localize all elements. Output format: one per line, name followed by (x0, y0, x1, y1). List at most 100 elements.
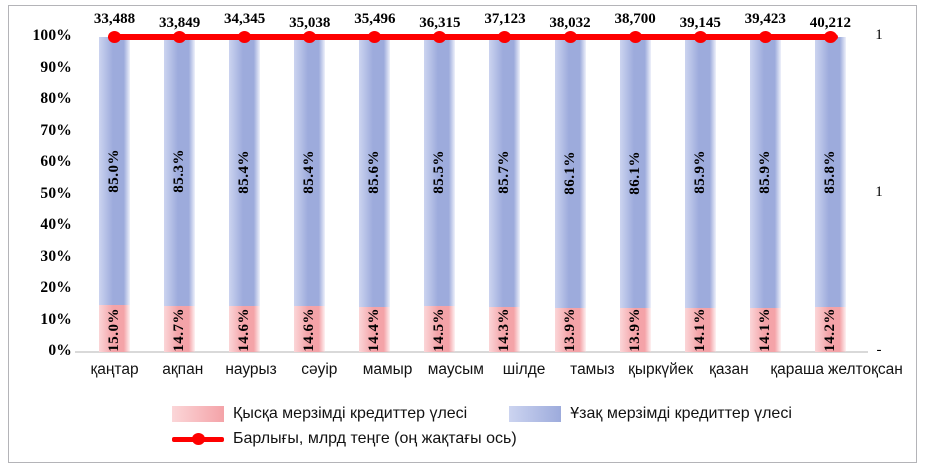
month-label-cell: қаңтар (90, 361, 138, 379)
total-value-label: 37,123 (484, 11, 526, 27)
total-line-marker-dot (693, 31, 707, 43)
short-term-segment: 13.9% (554, 308, 586, 352)
marker-cell (294, 31, 325, 43)
long-term-segment: 85.3% (164, 37, 196, 306)
long-term-pct-label: 85.9% (691, 150, 708, 195)
long-term-pct-label: 85.9% (756, 150, 773, 195)
bar-column: 37,123 85.7% 14.3% (484, 11, 526, 352)
short-term-pct-label: 14.1% (756, 308, 773, 352)
long-term-pct-label: 85.7% (496, 150, 513, 194)
bar-column: 33,488 85.0% 15.0% (94, 11, 135, 352)
x-axis-labels: қаңтар ақпан наурыз сәуір мамыр маусым шілде та… (78, 361, 903, 379)
short-term-legend-swatch (172, 406, 224, 422)
short-term-segment: 15.0% (99, 304, 130, 352)
long-term-legend-label: Ұзақ мерзімді кредиттер үлесі (570, 405, 792, 422)
month-label-cell: шілде (503, 361, 546, 379)
total-line-legend-swatch (172, 432, 224, 446)
total-value-label: 38,700 (614, 11, 656, 27)
short-term-segment: 14.5% (424, 306, 456, 352)
short-term-pct-label: 13.9% (561, 308, 578, 352)
month-label-cell: қазан (709, 361, 749, 379)
right-axis-tick-label: - (876, 342, 882, 358)
total-value-label: 40,212 (809, 15, 851, 31)
month-label: наурыз (225, 361, 277, 378)
month-label-cell: қараша (770, 361, 824, 379)
short-term-pct-label: 14.3% (496, 308, 513, 352)
y-tick-label: 20% (40, 279, 72, 296)
month-label: ақпан (162, 361, 204, 378)
bar-column: 39,145 85.9% 14.1% (680, 15, 721, 352)
long-term-pct-label: 85.6% (366, 149, 383, 194)
marker-cell (685, 31, 716, 43)
month-label: қыркүйек (628, 361, 694, 378)
y-tick-label: 40% (40, 216, 72, 233)
y-tick-label: 0% (48, 342, 72, 359)
long-term-pct-label: 85.4% (301, 149, 318, 194)
month-label-cell: сәуір (301, 361, 338, 379)
total-line-legend-dot (192, 433, 205, 445)
total-line-marker-dot (303, 31, 317, 43)
long-term-pct-label: 85.3% (171, 149, 188, 194)
marker-cell (164, 31, 195, 43)
short-term-segment: 14.6% (294, 306, 326, 352)
month-label-cell: наурыз (225, 361, 276, 379)
y-axis-left: 100% 90% 80% 70% 60% 50% 40% 30% 20% 10% 0% (0, 27, 72, 359)
total-value-label: 39,145 (679, 15, 721, 31)
short-term-segment: 14.1% (684, 307, 716, 352)
month-label: қараша (770, 361, 825, 378)
long-term-segment: 85.5% (424, 37, 456, 307)
bar-column: 40,212 85.8% 14.2% (810, 15, 851, 352)
total-value-label: 33,488 (93, 11, 136, 27)
marker-cell (815, 31, 846, 43)
long-term-pct-label: 86.1% (626, 150, 643, 195)
right-axis-tick-label: 1 (875, 184, 883, 200)
total-value-label: 33,849 (158, 15, 201, 31)
total-line-marker-dot (563, 31, 577, 43)
total-value-label: 36,315 (419, 15, 461, 31)
long-term-segment: 85.4% (229, 37, 261, 306)
long-term-segment: 85.9% (749, 37, 781, 308)
month-label-cell: тамыз (570, 361, 614, 379)
marker-cell (359, 31, 390, 43)
short-term-pct-label: 14.5% (431, 308, 448, 352)
month-label: сәуір (301, 361, 338, 378)
long-term-pct-label: 85.0% (106, 149, 122, 193)
marker-cell (99, 31, 130, 43)
month-label-cell: желтоқсан (828, 361, 903, 379)
total-legend-label: Барлығы, млрд теңге (оң жақтағы ось) (233, 430, 517, 447)
legend: Қысқа мерзімді кредиттер үлесі Ұзақ мерз… (172, 405, 792, 448)
y-tick-label: 80% (40, 90, 72, 107)
total-value-label: 35,038 (289, 15, 331, 31)
month-label: тамыз (570, 361, 615, 378)
bar-column: 39,423 85.9% 14.1% (745, 11, 786, 352)
long-term-pct-label: 85.4% (236, 149, 253, 194)
bar-column: 33,849 85.3% 14.7% (159, 15, 200, 352)
bar-column: 35,038 85.4% 14.6% (289, 15, 330, 352)
month-label: қаңтар (90, 361, 139, 378)
month-label-cell: ақпан (162, 361, 203, 379)
short-term-segment: 14.3% (489, 306, 521, 352)
y-tick-label: 100% (32, 27, 72, 44)
y-tick-label: 10% (40, 310, 72, 328)
long-term-segment: 85.7% (489, 37, 521, 307)
month-label: қазан (709, 361, 749, 378)
month-label: мамыр (362, 361, 413, 378)
short-term-pct-label: 13.9% (626, 308, 643, 352)
short-term-pct-label: 14.1% (691, 308, 708, 352)
long-term-segment: 85.8% (814, 37, 846, 308)
short-term-segment: 14.2% (814, 307, 846, 352)
y-tick-label: 50% (40, 184, 72, 202)
plot-area: 33,488 85.0% 15.0% 33,849 85.3% 14.7% 34,345 85… (75, 11, 868, 353)
y-tick-label: 30% (40, 247, 72, 265)
right-axis-tick-label: 1 (875, 27, 883, 43)
total-line-marker-dot (368, 31, 382, 43)
legend-row-1: Қысқа мерзімді кредиттер үлесі Ұзақ мерз… (172, 405, 792, 423)
short-term-pct-label: 15.0% (106, 308, 122, 352)
month-label-cell: мамыр (363, 361, 413, 379)
month-label-cell: қыркүйек (628, 361, 693, 379)
long-term-segment: 86.1% (554, 37, 586, 309)
total-line-marker-dot (498, 31, 512, 43)
total-value-label: 35,496 (354, 11, 396, 27)
short-term-pct-label: 14.6% (236, 308, 253, 352)
